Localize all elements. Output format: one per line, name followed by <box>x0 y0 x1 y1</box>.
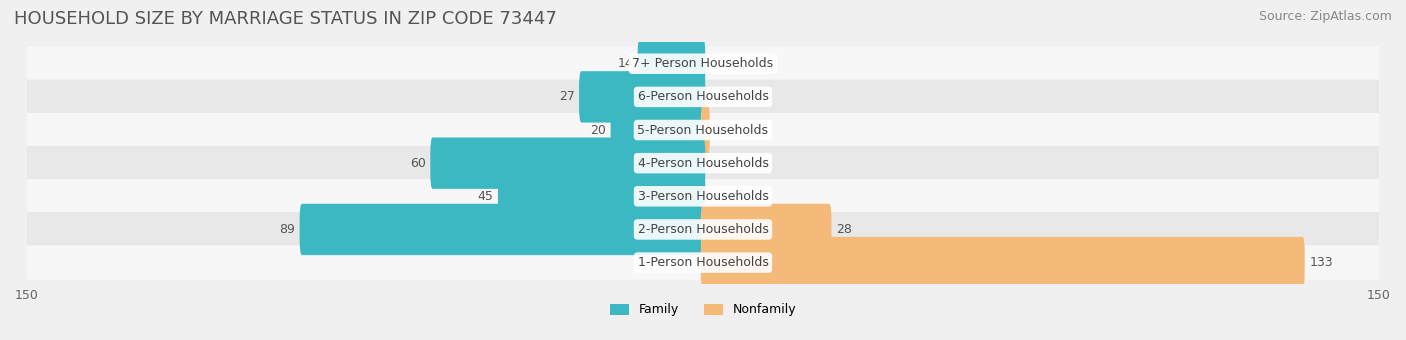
Text: 5-Person Households: 5-Person Households <box>637 123 769 137</box>
FancyBboxPatch shape <box>700 204 831 255</box>
Text: 14: 14 <box>617 57 633 70</box>
Text: 60: 60 <box>411 157 426 170</box>
Text: 45: 45 <box>478 190 494 203</box>
Text: 7+ Person Households: 7+ Person Households <box>633 57 773 70</box>
Text: 2-Person Households: 2-Person Households <box>637 223 769 236</box>
FancyBboxPatch shape <box>610 104 706 156</box>
Text: 6-Person Households: 6-Person Households <box>637 90 769 103</box>
Text: 20: 20 <box>591 123 606 137</box>
FancyBboxPatch shape <box>27 113 1379 147</box>
FancyBboxPatch shape <box>430 137 706 189</box>
FancyBboxPatch shape <box>27 212 1379 247</box>
FancyBboxPatch shape <box>27 80 1379 114</box>
Text: Source: ZipAtlas.com: Source: ZipAtlas.com <box>1258 10 1392 23</box>
Legend: Family, Nonfamily: Family, Nonfamily <box>605 299 801 321</box>
FancyBboxPatch shape <box>27 179 1379 214</box>
Text: 27: 27 <box>558 90 575 103</box>
Text: 4-Person Households: 4-Person Households <box>637 157 769 170</box>
FancyBboxPatch shape <box>27 245 1379 280</box>
FancyBboxPatch shape <box>579 71 706 122</box>
Text: 28: 28 <box>837 223 852 236</box>
Text: 3-Person Households: 3-Person Households <box>637 190 769 203</box>
FancyBboxPatch shape <box>27 146 1379 181</box>
Text: 1-Person Households: 1-Person Households <box>637 256 769 269</box>
Text: 133: 133 <box>1309 256 1333 269</box>
FancyBboxPatch shape <box>27 47 1379 81</box>
FancyBboxPatch shape <box>700 237 1305 288</box>
FancyBboxPatch shape <box>700 104 710 156</box>
Text: HOUSEHOLD SIZE BY MARRIAGE STATUS IN ZIP CODE 73447: HOUSEHOLD SIZE BY MARRIAGE STATUS IN ZIP… <box>14 10 557 28</box>
Text: 1: 1 <box>714 123 723 137</box>
FancyBboxPatch shape <box>299 204 706 255</box>
Text: 89: 89 <box>280 223 295 236</box>
FancyBboxPatch shape <box>498 171 706 222</box>
FancyBboxPatch shape <box>638 38 706 89</box>
